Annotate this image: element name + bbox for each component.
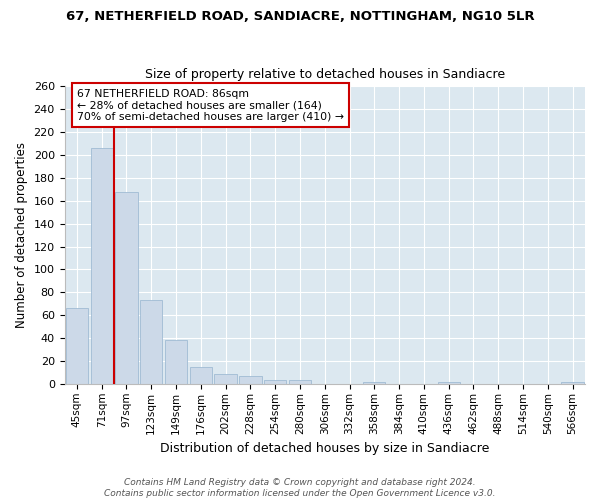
Bar [115, 192, 137, 384]
Bar [165, 340, 187, 384]
Bar [562, 382, 584, 384]
Text: 67, NETHERFIELD ROAD, SANDIACRE, NOTTINGHAM, NG10 5LR: 67, NETHERFIELD ROAD, SANDIACRE, NOTTING… [65, 10, 535, 23]
Bar [363, 382, 385, 384]
Text: Contains HM Land Registry data © Crown copyright and database right 2024.
Contai: Contains HM Land Registry data © Crown c… [104, 478, 496, 498]
Bar [437, 382, 460, 384]
Text: 67 NETHERFIELD ROAD: 86sqm
← 28% of detached houses are smaller (164)
70% of sem: 67 NETHERFIELD ROAD: 86sqm ← 28% of deta… [77, 88, 344, 122]
Bar [264, 380, 286, 384]
Bar [140, 300, 163, 384]
Bar [289, 380, 311, 384]
Bar [91, 148, 113, 384]
Bar [214, 374, 237, 384]
Bar [190, 366, 212, 384]
X-axis label: Distribution of detached houses by size in Sandiacre: Distribution of detached houses by size … [160, 442, 490, 455]
Bar [239, 376, 262, 384]
Bar [66, 308, 88, 384]
Title: Size of property relative to detached houses in Sandiacre: Size of property relative to detached ho… [145, 68, 505, 81]
Y-axis label: Number of detached properties: Number of detached properties [15, 142, 28, 328]
